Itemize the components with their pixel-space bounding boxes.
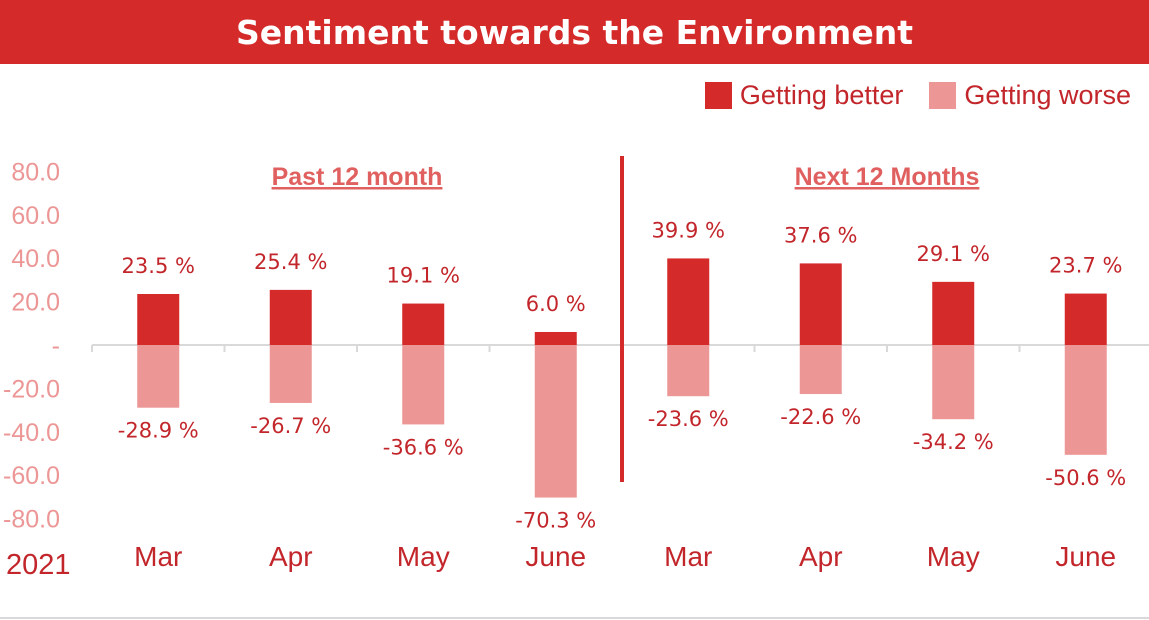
legend-swatch-better [704,82,732,109]
data-label-worse: -50.6 % [1045,466,1126,490]
bar-better [932,281,975,345]
bottom-divider [0,617,1149,619]
data-label-better: 19.1 % [387,264,460,288]
bar-better [799,263,842,345]
y-tick-label: 40.0 [11,245,60,273]
data-label-worse: -36.6 % [383,435,464,459]
x-category-label: June [525,541,586,572]
data-label-better: 23.7 % [1049,254,1122,278]
y-tick-label: -60.0 [3,462,60,490]
data-label-better: 23.5 % [122,254,195,278]
data-label-better: 39.9 % [652,218,725,242]
data-label-worse: -28.9 % [118,419,199,443]
group-heading-next: Next 12 Months [795,163,980,191]
x-category-label: Mar [134,541,182,572]
data-label-worse: -22.6 % [780,405,861,429]
legend-label-worse: Getting worse [964,80,1131,110]
x-category-label: May [927,541,980,572]
x-category-label: June [1055,541,1116,572]
y-tick-label: 80.0 [11,158,60,186]
bar-worse [534,345,577,498]
x-category-label: Apr [269,541,313,572]
data-label-better: 6.0 % [526,292,586,316]
chart-title: Sentiment towards the Environment [0,0,1149,64]
bar-worse [269,345,312,403]
y-tick-label: -40.0 [3,419,60,447]
bar-worse [1064,345,1107,455]
data-label-worse: -26.7 % [250,414,331,438]
data-label-worse: -34.2 % [913,430,994,454]
legend-item-worse: Getting worse [929,80,1131,111]
bar-worse [932,345,975,420]
group-heading-past: Past 12 month [272,163,443,191]
legend: Getting better Getting worse [679,80,1131,111]
x-category-label: Apr [799,541,843,572]
bar-better [534,331,577,345]
y-tick-label: - [52,332,60,360]
bar-better [1064,293,1107,345]
bar-worse [799,345,842,395]
legend-label-better: Getting better [739,80,904,110]
year-label: 2021 [6,549,71,581]
bar-better [137,294,180,345]
data-label-worse: -70.3 % [515,509,596,533]
bar-better [402,303,445,345]
y-tick-label: 20.0 [11,289,60,317]
data-label-better: 29.1 % [917,242,990,266]
data-label-better: 37.6 % [784,223,857,247]
bar-worse [402,345,445,425]
bar-worse [667,345,710,397]
y-tick-label: 60.0 [11,202,60,230]
legend-swatch-worse [929,82,957,109]
bar-worse [137,345,180,408]
x-category-label: May [397,541,450,572]
y-tick-label: -20.0 [3,375,60,403]
y-tick-label: -80.0 [3,506,60,534]
data-label-better: 25.4 % [254,250,327,274]
bar-better [269,289,312,345]
bar-better [667,258,710,345]
legend-item-better: Getting better [704,80,904,111]
data-label-worse: -23.6 % [648,407,729,431]
x-category-label: Mar [664,541,712,572]
